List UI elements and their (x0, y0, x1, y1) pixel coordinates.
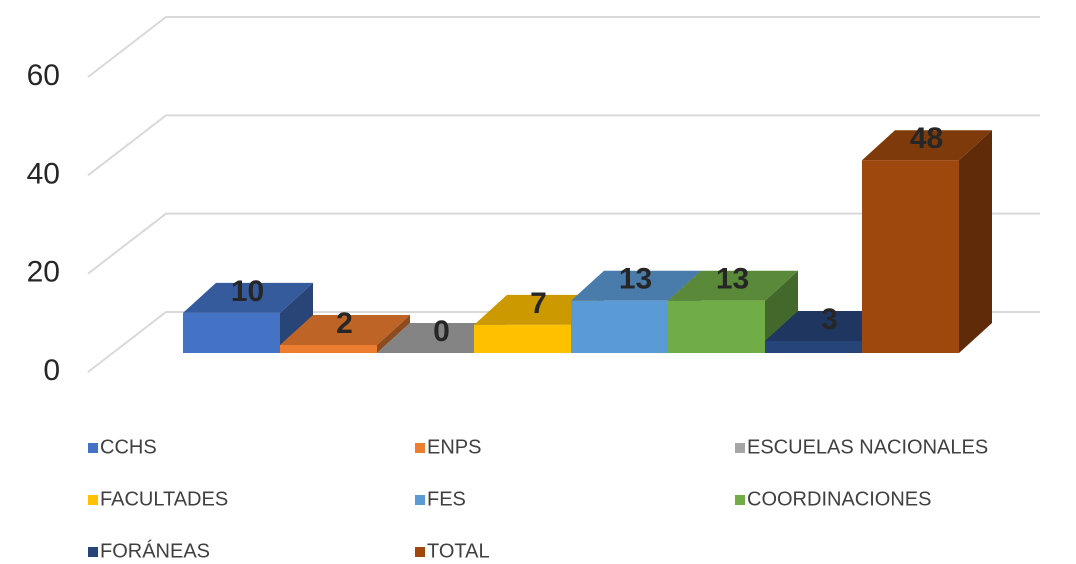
legend-label: TOTAL (427, 540, 490, 562)
bar-side (959, 130, 992, 353)
legend-swatch (735, 443, 745, 453)
y-tick-label: 60 (27, 59, 60, 92)
bar-side (280, 282, 313, 353)
data-label: 13 (619, 263, 652, 296)
legend-label: ESCUELAS NACIONALES (747, 436, 988, 458)
bar (183, 312, 280, 353)
legend-swatch (415, 547, 425, 557)
bar-side (765, 270, 798, 353)
legend-label: FES (427, 488, 466, 510)
data-label: 13 (716, 263, 749, 296)
bar-side (377, 314, 410, 353)
legend-label: COORDINACIONES (747, 488, 931, 510)
legend-swatch (88, 495, 98, 505)
y-tick-label: 0 (43, 354, 60, 387)
bar (571, 300, 668, 353)
y-tick-label: 40 (27, 157, 60, 190)
legend-swatch (88, 443, 98, 453)
legend-swatch (415, 443, 425, 453)
y-tick-label: 20 (27, 256, 60, 289)
data-label: 48 (910, 122, 943, 155)
bar (765, 340, 862, 353)
bar (862, 160, 959, 353)
legend-swatch (735, 495, 745, 505)
grid-line (87, 212, 1040, 275)
legend-swatch (88, 547, 98, 557)
bar-top (280, 314, 410, 345)
legend-label: FORÁNEAS (100, 539, 210, 562)
grid-line (87, 114, 1040, 177)
legend-label: ENPS (427, 436, 481, 458)
legend-label: FACULTADES (100, 488, 228, 510)
data-label: 10 (231, 275, 264, 308)
data-label: 2 (336, 307, 353, 340)
legend-swatch (415, 495, 425, 505)
data-label: 7 (530, 287, 547, 320)
data-label: 3 (821, 303, 838, 336)
bar-top (668, 270, 798, 301)
grid-line (87, 16, 1040, 78)
legend-label: CCHS (100, 436, 157, 458)
bar (474, 324, 571, 353)
data-label: 0 (433, 315, 450, 348)
bar (668, 300, 765, 353)
bar-top (571, 270, 701, 301)
bar-top (862, 130, 992, 161)
bar-top (183, 282, 313, 313)
bar (280, 344, 377, 353)
